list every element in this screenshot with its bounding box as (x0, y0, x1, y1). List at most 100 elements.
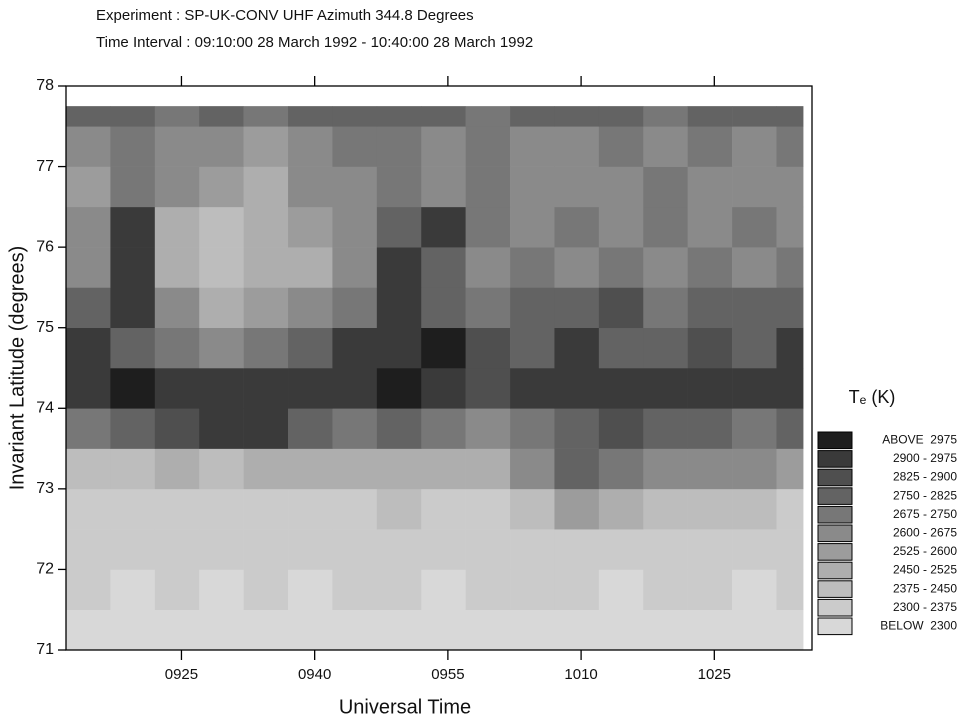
heatmap-cell (598, 126, 644, 167)
heatmap-cell (66, 287, 111, 329)
heatmap-cell (243, 408, 289, 449)
heatmap-cell (643, 106, 688, 127)
heatmap-cell (288, 247, 333, 288)
heatmap-cell (598, 609, 644, 650)
heatmap-cell (465, 529, 511, 570)
heatmap-cell (154, 247, 200, 288)
heatmap-cell (510, 287, 555, 329)
heatmap-cell (687, 327, 733, 369)
heatmap-cell (643, 166, 688, 208)
heatmap-cell (66, 327, 111, 369)
heatmap-cell (154, 287, 200, 329)
heatmap-cell (598, 287, 644, 329)
heatmap-cell (243, 529, 289, 570)
heatmap-cell (465, 106, 511, 127)
heatmap-cell (199, 609, 244, 650)
heatmap-cell (376, 569, 422, 611)
heatmap-cell (687, 529, 733, 570)
x-tick-label: 1010 (564, 666, 597, 683)
heatmap-cell (154, 609, 200, 650)
heatmap-cell (465, 247, 511, 288)
heatmap-cell (199, 368, 244, 409)
heatmap-cell (732, 529, 777, 570)
heatmap-cell (154, 206, 200, 248)
heatmap-cell (732, 287, 777, 329)
heatmap-cell (465, 126, 511, 167)
legend-label: 2525 - 2600 (893, 544, 957, 558)
legend-swatch (817, 598, 853, 617)
heatmap-cell (421, 569, 466, 611)
heatmap-cell (288, 448, 333, 490)
heatmap-cell (376, 206, 422, 248)
heatmap-cell (332, 448, 378, 490)
legend-swatch (817, 561, 853, 580)
heatmap-cell (598, 488, 644, 530)
heatmap-cell (554, 126, 600, 167)
heatmap-cell (66, 368, 111, 409)
legend-label: 2750 - 2825 (893, 488, 957, 502)
heatmap-cell (776, 408, 804, 449)
heatmap-cell (598, 569, 644, 611)
heatmap-cell (598, 529, 644, 570)
heatmap-cell (732, 166, 777, 208)
x-tick-label: 0955 (431, 666, 464, 683)
heatmap-cell (598, 448, 644, 490)
heatmap-cell (154, 166, 200, 208)
heatmap-cell (554, 206, 600, 248)
heatmap-cell (687, 448, 733, 490)
legend-label: 2450 - 2525 (893, 563, 957, 577)
heatmap-cell (421, 327, 466, 369)
heatmap-cell (510, 327, 555, 369)
heatmap-cell (376, 529, 422, 570)
x-tick-label: 0925 (165, 666, 198, 683)
heatmap (66, 106, 804, 650)
heatmap-cell (732, 247, 777, 288)
legend-swatch (817, 468, 853, 487)
heatmap-cell (421, 488, 466, 530)
heatmap-cell (243, 448, 289, 490)
heatmap-cell (110, 206, 156, 248)
plot-frame (65, 85, 813, 651)
heatmap-cell (732, 448, 777, 490)
y-tick-label: 72 (36, 561, 54, 578)
heatmap-cell (510, 569, 555, 611)
heatmap-cell (510, 166, 555, 208)
heatmap-cell (554, 368, 600, 409)
legend-label: ABOVE 2975 (882, 432, 957, 446)
heatmap-cell (332, 529, 378, 570)
y-tick-label: 71 (36, 641, 54, 658)
legend-swatch (817, 580, 853, 598)
heatmap-cell (66, 408, 111, 449)
heatmap-cell (643, 529, 688, 570)
heatmap-cell (332, 368, 378, 409)
heatmap-cell (243, 327, 289, 369)
heatmap-cell (66, 569, 111, 611)
heatmap-cell (465, 368, 511, 409)
heatmap-cell (776, 569, 804, 611)
heatmap-cell (643, 488, 688, 530)
heatmap-cell (376, 327, 422, 369)
heatmap-cell (110, 529, 156, 570)
heatmap-cell (421, 247, 466, 288)
heatmap-cell (776, 609, 804, 650)
heatmap-cell (332, 106, 378, 127)
heatmap-cell (110, 569, 156, 611)
heatmap-cell (110, 488, 156, 530)
heatmap-cell (687, 569, 733, 611)
heatmap-cell (643, 448, 688, 490)
y-axis-label: Invariant Latitude (degrees) (6, 246, 28, 491)
heatmap-cell (288, 488, 333, 530)
heatmap-cell (154, 448, 200, 490)
heatmap-cell (332, 609, 378, 650)
heatmap-cell (687, 609, 733, 650)
heatmap-cell (510, 488, 555, 530)
heatmap-cell (66, 166, 111, 208)
heatmap-cell (376, 287, 422, 329)
heatmap-cell (154, 327, 200, 369)
heatmap-cell (732, 368, 777, 409)
heatmap-cell (687, 166, 733, 208)
heatmap-cell (776, 488, 804, 530)
heatmap-cell (110, 166, 156, 208)
heatmap-cell (643, 368, 688, 409)
heatmap-cell (732, 327, 777, 369)
